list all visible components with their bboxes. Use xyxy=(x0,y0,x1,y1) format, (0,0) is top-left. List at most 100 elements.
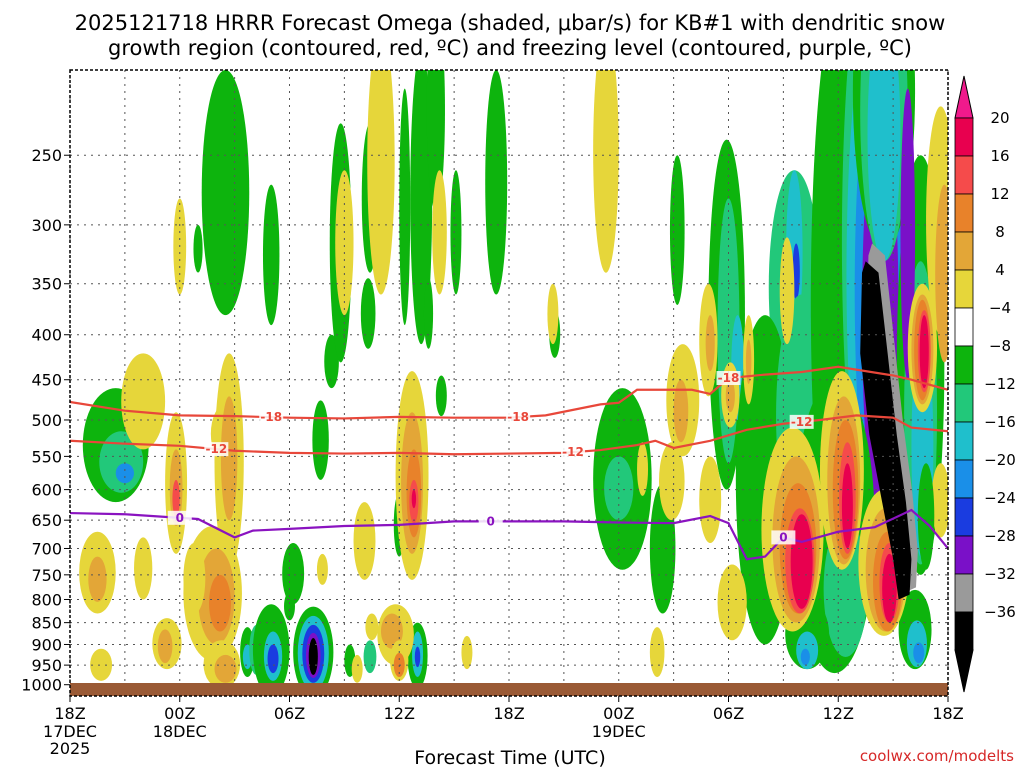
omega-blob xyxy=(792,243,800,300)
colorbar-bottom-arrow xyxy=(954,649,974,693)
x-tick-sublabel: 19DEC xyxy=(592,722,646,741)
contour-label: 0 xyxy=(779,530,787,544)
omega-blob xyxy=(669,155,685,305)
omega-blob xyxy=(725,379,735,413)
omega-blob xyxy=(284,592,295,621)
colorbar-swatch xyxy=(954,193,974,233)
omega-blob xyxy=(931,463,948,538)
y-tick-label: 450 xyxy=(31,371,62,390)
omega-blob xyxy=(658,442,685,521)
contour-label: -18 xyxy=(718,371,740,385)
contour-line xyxy=(70,508,948,561)
omega-blob xyxy=(867,70,901,262)
contour-label-bg xyxy=(259,410,284,425)
y-tick-label: 500 xyxy=(31,411,62,430)
colorbar-swatch xyxy=(954,117,974,157)
omega-blob xyxy=(547,283,559,345)
contour-label-bg xyxy=(204,442,229,457)
omega-blob xyxy=(411,489,417,509)
y-tick-label: 900 xyxy=(31,635,62,654)
colorbar-swatch xyxy=(954,497,974,537)
omega-blob xyxy=(882,553,897,623)
omega-blob xyxy=(935,184,948,363)
omega-blob xyxy=(316,553,328,585)
colorbar-swatch xyxy=(954,155,974,195)
y-tick-label: 400 xyxy=(31,326,62,345)
contour-line xyxy=(70,414,948,456)
contour-label-bg xyxy=(478,514,503,529)
omega-blob xyxy=(919,315,929,389)
colorbar-swatch xyxy=(954,269,974,309)
contour-label: -18 xyxy=(507,410,529,424)
omega-blob xyxy=(745,339,752,384)
omega-blob xyxy=(717,564,747,641)
colorbar-swatch xyxy=(954,383,974,423)
omega-blob xyxy=(705,315,715,372)
contour-label-bg xyxy=(789,414,814,429)
y-tick-label: 700 xyxy=(31,539,62,558)
contour-label: 0 xyxy=(487,514,495,528)
omega-blob xyxy=(637,442,649,496)
contour-label-bg xyxy=(771,530,796,545)
omega-blob xyxy=(485,70,508,295)
omega-blob xyxy=(604,456,634,521)
y-tick-label: 800 xyxy=(31,590,62,609)
y-tick-label: 1000 xyxy=(21,676,62,695)
contour-label-bg xyxy=(716,371,741,386)
omega-blob xyxy=(917,463,935,570)
x-tick-label: 18Z xyxy=(493,704,524,723)
contour-label-bg xyxy=(506,410,531,425)
x-tick-label: 06Z xyxy=(713,704,744,723)
omega-blob xyxy=(367,70,395,295)
y-tick-label: 750 xyxy=(31,566,62,585)
omega-blob xyxy=(360,278,376,349)
contour-label-bg xyxy=(167,510,192,525)
colorbar-label: 12 xyxy=(990,185,1009,203)
x-tick-label: 06Z xyxy=(274,704,305,723)
colorbar-swatch xyxy=(954,611,974,651)
omega-blob xyxy=(209,574,231,632)
omega-blob xyxy=(351,654,363,683)
y-tick-label: 550 xyxy=(31,447,62,466)
omega-shading xyxy=(79,70,948,696)
colorbar-swatch xyxy=(954,231,974,271)
omega-blob xyxy=(121,353,166,450)
omega-blob xyxy=(267,644,279,674)
colorbar-label: −28 xyxy=(984,527,1016,545)
omega-blob xyxy=(461,635,473,670)
contour-label: -12 xyxy=(205,442,227,456)
y-tick-label: 950 xyxy=(31,656,62,675)
omega-blob xyxy=(800,648,810,666)
omega-blob xyxy=(88,556,107,602)
omega-blob xyxy=(790,514,813,609)
x-tick-label: 18Z xyxy=(932,704,963,723)
x-tick-label: 12Z xyxy=(384,704,415,723)
omega-blob xyxy=(262,184,280,326)
colorbar-label: −8 xyxy=(989,337,1011,355)
colorbar-label: −32 xyxy=(984,565,1016,583)
omega-blob xyxy=(134,537,153,600)
omega-blob xyxy=(699,456,722,543)
contour-label: -18 xyxy=(260,410,282,424)
omega-blob xyxy=(432,170,447,295)
omega-blob xyxy=(193,224,203,273)
credit-link[interactable]: coolwx.com/modelts xyxy=(860,747,1014,765)
contour-label: -12 xyxy=(791,415,813,429)
omega-blob xyxy=(282,542,305,605)
x-tick-sublabel: 18DEC xyxy=(153,722,207,741)
colorbar-label: −24 xyxy=(984,489,1016,507)
chart-title-line-1: 2025121718 HRRR Forecast Omega (shaded, … xyxy=(75,11,946,35)
colorbar-top-arrow xyxy=(954,75,974,119)
colorbar-label: −16 xyxy=(984,413,1016,431)
omega-blob xyxy=(312,400,329,480)
colorbar-swatch xyxy=(954,307,974,347)
chart-title-line-2: growth region (contoured, red, ºC) and f… xyxy=(108,36,912,60)
omega-blob xyxy=(115,463,135,484)
omega-blob xyxy=(649,627,665,677)
omega-blob xyxy=(913,642,925,664)
omega-blob xyxy=(308,638,318,676)
colorbar-swatch xyxy=(954,573,974,613)
colorbar-swatch xyxy=(954,421,974,461)
omega-blob xyxy=(172,479,180,518)
